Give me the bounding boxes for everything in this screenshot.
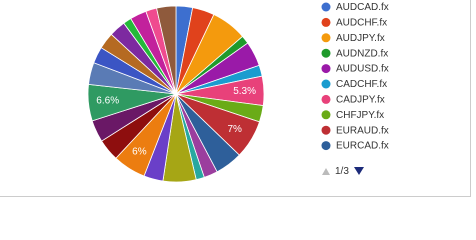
legend-marker: [321, 33, 331, 43]
legend-marker: [321, 2, 331, 12]
chart: 5.3% 7% 6% 6.6% AUDCAD.fx AUDCHF.fx AUDJPY.fx…: [0, 0, 471, 197]
pager-down[interactable]: [354, 167, 364, 175]
legend-marker: [321, 48, 331, 58]
legend-marker: [321, 17, 331, 27]
legend-label: CADJPY.fx: [336, 95, 385, 106]
data-label: 6%: [132, 147, 147, 158]
legend-label: AUDJPY.fx: [336, 33, 385, 44]
pager-up[interactable]: [322, 168, 330, 175]
data-label: 6.6%: [96, 95, 119, 106]
data-label: 5.3%: [233, 86, 256, 97]
legend-label: EURCAD.fx: [336, 141, 389, 152]
legend-label: EURAUD.fx: [336, 125, 389, 136]
legend-marker: [321, 64, 331, 74]
data-label: 7%: [227, 124, 242, 135]
frame: [0, 0, 471, 197]
legend-marker: [321, 110, 331, 120]
legend-label: AUDNZD.fx: [336, 48, 388, 59]
legend-marker: [321, 141, 331, 151]
legend-marker: [321, 125, 331, 135]
legend-label: CHFJPY.fx: [336, 110, 384, 121]
pager-label: 1/3: [335, 166, 349, 177]
legend-label: CADCHF.fx: [336, 79, 387, 90]
legend-label: AUDUSD.fx: [336, 64, 389, 75]
pie: 5.3% 7% 6% 6.6%: [87, 5, 265, 183]
slice: [156, 5, 177, 95]
legend: AUDCAD.fx AUDCHF.fx AUDJPY.fx AUDNZD.fx AUDU…: [321, 2, 389, 152]
legend-marker: [321, 94, 331, 104]
legend-label: AUDCHF.fx: [336, 18, 387, 29]
legend-marker: [321, 79, 331, 89]
legend-label: AUDCAD.fx: [336, 2, 389, 13]
